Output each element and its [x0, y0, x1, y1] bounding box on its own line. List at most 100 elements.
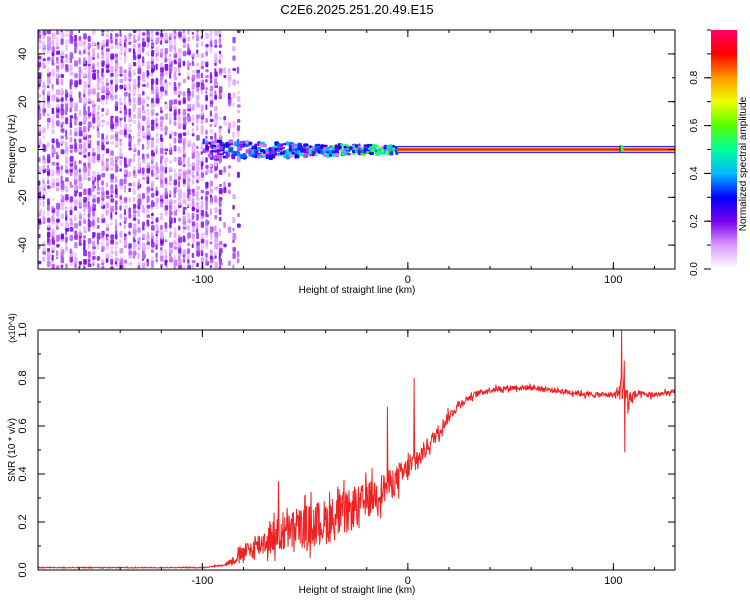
- heatmap-cell: [128, 261, 133, 266]
- heatmap-cell: [214, 207, 218, 213]
- heatmap-cell: [218, 188, 223, 194]
- heatmap-cell: [47, 142, 50, 148]
- heatmap-cell: [178, 62, 181, 68]
- heatmap-cell: [110, 250, 114, 255]
- heatmap-cell: [196, 196, 199, 200]
- heatmap-cell: [123, 91, 128, 97]
- heatmap-cell: [205, 164, 209, 169]
- heatmap-cell: [191, 114, 195, 121]
- heatmap-cell: [340, 151, 345, 154]
- heatmap-cell: [151, 78, 154, 85]
- heatmap-cell: [42, 111, 45, 117]
- heatmap-cell: [182, 91, 186, 97]
- heatmap-cell: [160, 172, 164, 180]
- heatmap-cell: [314, 149, 318, 153]
- heatmap-cell: [303, 143, 309, 147]
- heatmap-cell: [178, 90, 182, 96]
- heatmap-cell: [101, 107, 105, 112]
- heatmap-cell: [146, 96, 150, 100]
- heatmap-cell: [114, 141, 119, 145]
- heatmap-cell: [223, 243, 227, 248]
- heatmap-cell: [214, 68, 217, 74]
- heatmap-cell: [47, 176, 50, 181]
- heatmap-cell: [56, 36, 59, 44]
- heatmap-cell: [209, 241, 213, 245]
- heatmap-cell: [51, 246, 56, 251]
- heatmap-cell: [209, 208, 212, 216]
- heatmap-cell: [132, 214, 137, 218]
- heatmap-cell: [60, 121, 65, 126]
- heatmap-cell: [42, 30, 47, 36]
- heatmap-cell: [83, 171, 87, 177]
- heatmap-cell: [132, 103, 137, 110]
- heatmap-cell: [268, 152, 272, 155]
- heatmap-cell: [155, 117, 158, 123]
- heatmap-cell: [232, 239, 235, 244]
- heatmap-cell: [277, 154, 281, 157]
- heatmap-cell: [123, 121, 127, 128]
- heatmap-cell: [288, 147, 292, 152]
- heatmap-cell: [169, 209, 172, 214]
- heatmap-cell: [200, 65, 204, 70]
- heatmap-cell: [169, 182, 172, 186]
- heatmap-cell: [236, 140, 240, 145]
- heatmap-cell: [196, 49, 199, 54]
- heatmap-cell: [191, 197, 195, 204]
- heatmap-cell: [218, 228, 222, 233]
- spectrogram-y-label: Frequency (Hz): [7, 115, 18, 184]
- heatmap-cell: [47, 67, 50, 74]
- heatmap-cell: [236, 119, 241, 123]
- heatmap-cell: [56, 65, 60, 70]
- heatmap-cell: [151, 264, 154, 269]
- heatmap-cell: [96, 238, 100, 245]
- heatmap-cell: [187, 175, 190, 179]
- y-tick-label: 0.6: [17, 418, 29, 433]
- heatmap-cell: [87, 218, 90, 222]
- heatmap-cell: [187, 72, 190, 77]
- heatmap-cell: [160, 158, 163, 164]
- heatmap-cell: [51, 94, 56, 101]
- heatmap-cell: [191, 31, 194, 35]
- heatmap-cell: [236, 258, 240, 264]
- heatmap-cell: [196, 250, 200, 257]
- heatmap-cell: [380, 145, 384, 150]
- heatmap-cell: [191, 229, 196, 233]
- heatmap-cell: [47, 117, 51, 123]
- heatmap-cell: [101, 60, 105, 66]
- heatmap-cell: [42, 89, 45, 96]
- heatmap-cell: [155, 46, 159, 54]
- heatmap-cell: [151, 108, 155, 115]
- heatmap-cell: [42, 256, 46, 262]
- heatmap-cell: [83, 57, 86, 65]
- heatmap-cell: [285, 141, 289, 146]
- heatmap-cell: [182, 50, 187, 57]
- heatmap-cell: [83, 229, 87, 234]
- heatmap-cell: [187, 113, 190, 118]
- heatmap-cell: [56, 244, 60, 248]
- heatmap-cell: [87, 238, 92, 244]
- heatmap-cell: [137, 96, 142, 101]
- heatmap-cell: [101, 259, 105, 263]
- heatmap-cell: [74, 192, 77, 197]
- heatmap-cell: [178, 86, 181, 91]
- heatmap-cell: [209, 196, 213, 203]
- heatmap-cell: [123, 259, 128, 264]
- heatmap-cell: [223, 181, 226, 188]
- heatmap-cell: [128, 207, 131, 213]
- heatmap-cell: [65, 135, 68, 141]
- heatmap-cell: [38, 93, 42, 98]
- heatmap-cell: [205, 104, 208, 111]
- heatmap-cell: [218, 200, 222, 207]
- heatmap-cell: [51, 228, 55, 236]
- heatmap-cell: [123, 208, 126, 216]
- heatmap-cell: [105, 141, 109, 145]
- heatmap-cell: [137, 86, 140, 93]
- heatmap-cell: [69, 234, 74, 241]
- heatmap-cell: [363, 148, 367, 152]
- heatmap-cell: [128, 197, 131, 203]
- heatmap-cell: [200, 79, 203, 83]
- heatmap-cell: [110, 258, 114, 265]
- heatmap-cell: [200, 209, 205, 216]
- heatmap-cell: [151, 200, 154, 207]
- heatmap-cell: [128, 98, 131, 103]
